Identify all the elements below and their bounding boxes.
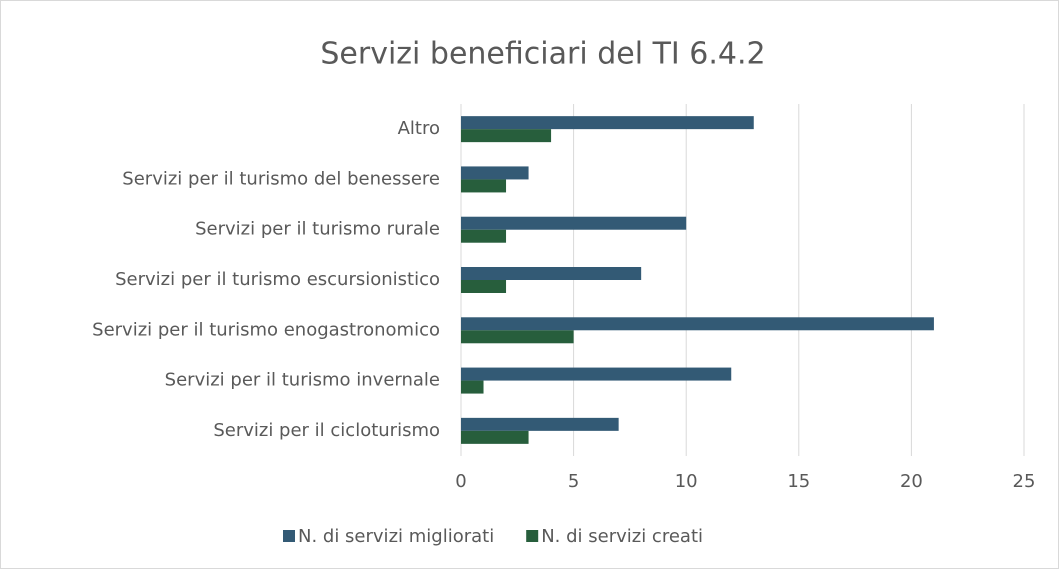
y-tick-label: Servizi per il cicloturismo <box>213 420 440 441</box>
bar <box>461 229 507 243</box>
bar <box>461 330 574 344</box>
bar <box>461 267 642 280</box>
bar <box>461 380 484 394</box>
chart-title: Servizi beneficiari del TI 6.4.2 <box>320 37 765 72</box>
x-tick-label: 20 <box>900 471 923 492</box>
y-tick-label: Servizi per il turismo enogastronomico <box>92 319 440 340</box>
y-tick-label: Servizi per il turismo invernale <box>165 370 440 391</box>
bar <box>461 430 529 444</box>
legend-swatch <box>526 530 539 542</box>
y-tick-label: Servizi per il turismo rurale <box>195 219 440 240</box>
legend-swatch <box>283 530 295 542</box>
legend-label: N. di servizi creati <box>541 526 703 547</box>
bar <box>461 179 507 193</box>
y-tick-label: Altro <box>398 118 440 139</box>
x-tick-label: 5 <box>568 471 579 492</box>
x-tick-label: 0 <box>455 471 466 492</box>
bar <box>461 280 507 293</box>
bar <box>461 166 529 180</box>
bar <box>461 129 552 143</box>
y-tick-label: Servizi per il turismo escursionistico <box>115 269 440 290</box>
bar <box>461 216 687 230</box>
x-tick-label: 15 <box>787 471 810 492</box>
x-tick-label: 10 <box>675 471 698 492</box>
bar <box>461 116 754 130</box>
legend-label: N. di servizi migliorati <box>298 526 494 547</box>
bar <box>461 367 732 381</box>
x-tick-label: 25 <box>1013 471 1036 492</box>
y-tick-label: Servizi per il turismo del benessere <box>122 168 440 189</box>
bar <box>461 417 619 431</box>
bar <box>461 317 934 331</box>
